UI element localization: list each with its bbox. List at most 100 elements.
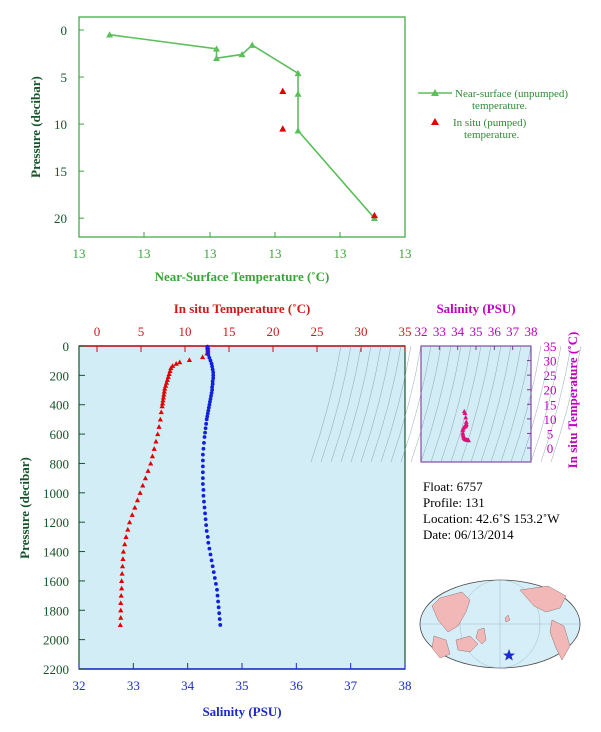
temperature-point bbox=[126, 519, 133, 525]
plot-area bbox=[78, 345, 406, 670]
temperature-point bbox=[167, 368, 173, 374]
density-contour bbox=[500, 345, 532, 463]
salinity-point bbox=[202, 499, 206, 504]
temperature-point bbox=[186, 357, 192, 363]
salinity-point bbox=[200, 458, 205, 463]
density-contour bbox=[400, 345, 432, 463]
temperature-point bbox=[148, 460, 154, 466]
density-contour bbox=[480, 345, 512, 463]
salinity-point bbox=[217, 617, 222, 621]
salinity-point bbox=[204, 523, 209, 528]
temperature-point bbox=[160, 394, 167, 400]
temperature-point bbox=[119, 578, 125, 583]
salinity-point bbox=[204, 417, 209, 422]
tick-marks bbox=[78, 345, 406, 670]
y-tick-label: 0 bbox=[63, 339, 70, 354]
salinity-point bbox=[218, 623, 223, 627]
bottom-tick-label: 38 bbox=[399, 678, 412, 693]
in-situ-point bbox=[279, 125, 287, 132]
tick-marks bbox=[78, 29, 406, 237]
salinity-point bbox=[208, 358, 213, 363]
density-contour bbox=[330, 345, 362, 463]
x-tick-label: 36 bbox=[488, 324, 502, 339]
plot-frame bbox=[78, 16, 406, 238]
salinity-point bbox=[202, 441, 206, 445]
y-axis-label: In situ Temperature (˚C) bbox=[565, 332, 580, 469]
float-id: Float: 6757 bbox=[423, 479, 483, 494]
date: Date: 06/13/2014 bbox=[423, 527, 514, 542]
salinity-point bbox=[209, 361, 214, 366]
salinity-point bbox=[210, 367, 215, 372]
near-surface-point bbox=[238, 50, 246, 58]
y-tick-label: 1200 bbox=[43, 515, 69, 530]
temperature-point bbox=[118, 592, 124, 598]
y-tick-label: 20 bbox=[54, 211, 67, 226]
bottom-tick-label: 34 bbox=[181, 678, 195, 693]
y-tick-label: 1000 bbox=[43, 486, 69, 501]
location-map bbox=[419, 579, 581, 669]
top-tick-label: 25 bbox=[311, 324, 324, 339]
y-tick-label: 10 bbox=[544, 412, 557, 427]
density-contour bbox=[420, 345, 452, 463]
legend-label-near-surface: Near-surface (unpumped) temperature. bbox=[455, 88, 568, 112]
salinity-point bbox=[211, 376, 216, 381]
ts-point bbox=[463, 415, 469, 420]
temperature-point bbox=[122, 541, 128, 547]
temperature-point bbox=[118, 607, 124, 613]
temperature-point bbox=[151, 446, 157, 451]
temperature-point bbox=[200, 354, 206, 360]
y-tick-label: 0 bbox=[547, 441, 554, 456]
salinity-point bbox=[201, 493, 206, 498]
salinity-point bbox=[205, 349, 210, 354]
temperature-point bbox=[118, 600, 124, 606]
y-tick-label: 1800 bbox=[43, 603, 69, 618]
salinity-point bbox=[204, 529, 209, 533]
x-tick-label: 13 bbox=[269, 246, 282, 261]
ts-point bbox=[460, 427, 466, 433]
ts-point bbox=[466, 437, 472, 443]
salinity-point bbox=[215, 587, 219, 592]
location: Location: 42.6˚S 153.2˚W bbox=[423, 511, 560, 526]
salinity-point bbox=[208, 396, 213, 401]
salinity-point bbox=[206, 405, 211, 410]
temperature-point bbox=[163, 380, 170, 385]
salinity-point bbox=[203, 426, 208, 431]
x-tick-label: 13 bbox=[399, 246, 412, 261]
density-contour bbox=[470, 345, 502, 463]
temperature-point bbox=[159, 400, 166, 406]
y-tick-label: 5 bbox=[547, 426, 554, 441]
near-surface-point bbox=[248, 41, 256, 48]
density-contour bbox=[530, 345, 562, 463]
temperature-point bbox=[168, 365, 174, 371]
bottom-tick-label: 35 bbox=[236, 678, 249, 693]
y-axis-label: Pressure (decibar) bbox=[17, 457, 32, 559]
salinity-point bbox=[203, 430, 207, 435]
salinity-point bbox=[206, 352, 211, 357]
temperature-point bbox=[163, 383, 169, 388]
temperature-point bbox=[161, 391, 167, 397]
temperature-point bbox=[157, 416, 163, 422]
x-tick-labels: 13 13 13 13 13 13 bbox=[73, 246, 412, 261]
density-contour bbox=[320, 345, 352, 463]
temperature-point bbox=[155, 431, 161, 437]
y-tick-label: 1400 bbox=[43, 545, 69, 560]
density-contour bbox=[410, 345, 442, 463]
density-contour bbox=[370, 345, 402, 463]
temperature-point bbox=[137, 490, 143, 495]
salinity-point bbox=[205, 411, 210, 416]
temperature-point bbox=[160, 397, 166, 403]
temperature-point bbox=[134, 497, 141, 503]
salinity-point bbox=[205, 414, 210, 419]
y-tick-label: 2200 bbox=[43, 662, 69, 677]
series-markers bbox=[106, 31, 378, 221]
x-tick-labels: 32 33 34 35 36 37 38 bbox=[415, 324, 538, 339]
y-tick-label: 5 bbox=[61, 70, 68, 85]
salinity-point bbox=[214, 581, 218, 586]
salinity-point bbox=[211, 370, 216, 375]
salinity-point bbox=[204, 421, 209, 426]
density-contour bbox=[460, 345, 492, 463]
density-contour bbox=[360, 345, 392, 463]
density-contour bbox=[390, 345, 422, 463]
salinity-point bbox=[217, 611, 222, 616]
